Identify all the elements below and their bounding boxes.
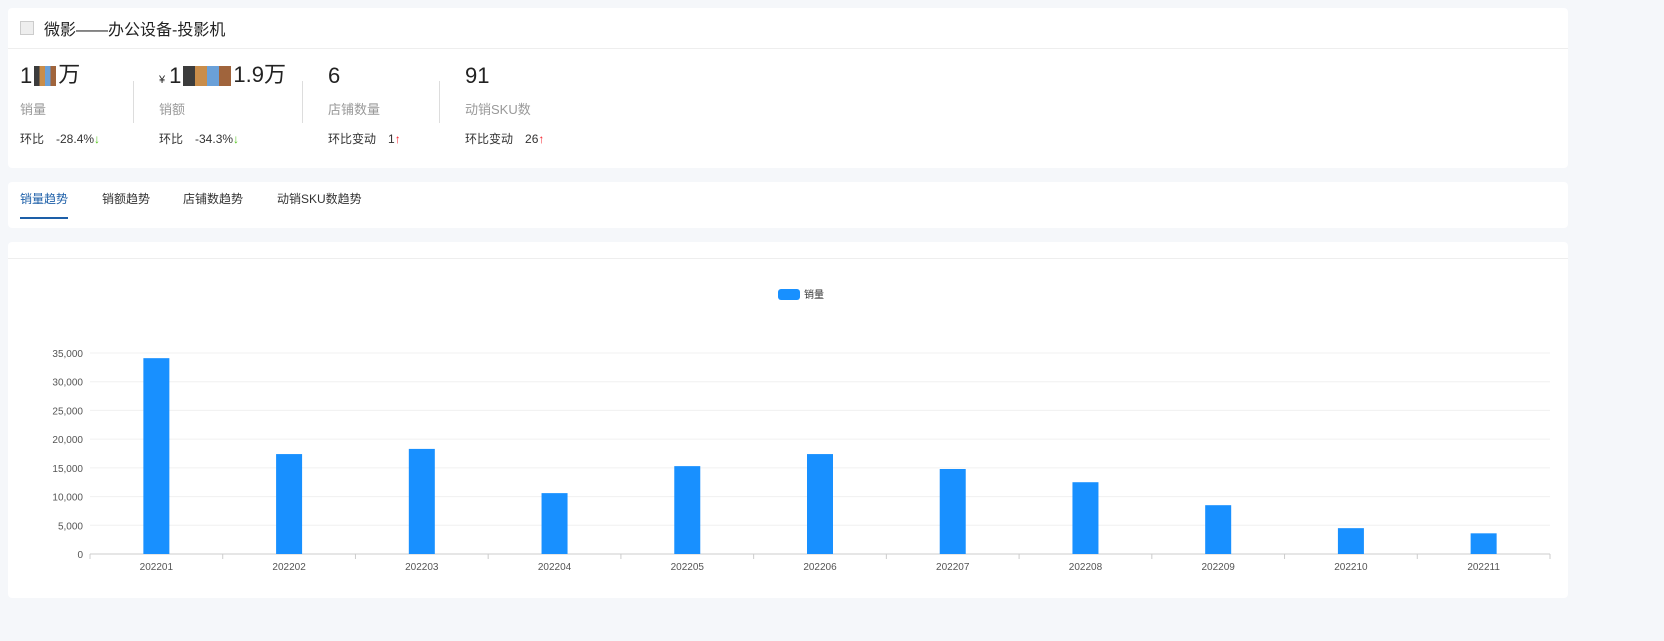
- y-tick-label: 10,000: [52, 493, 83, 504]
- kpi-change: 1: [388, 132, 395, 146]
- x-tick-label: 202202: [272, 562, 306, 573]
- tab-store-count-trend[interactable]: 店铺数趋势: [183, 192, 244, 206]
- x-tick-label: 202210: [1334, 562, 1368, 573]
- kpi-value: 1: [20, 63, 33, 88]
- arrow-up-icon: ↑: [394, 132, 401, 146]
- bar: [541, 493, 568, 554]
- y-tick-label: 30,000: [52, 378, 83, 389]
- card-header: 微影——办公设备-投影机: [8, 8, 1568, 49]
- kpi-value: 91: [465, 63, 490, 88]
- kpi-change: -28.4%: [56, 132, 95, 146]
- image-placeholder-icon: [20, 21, 34, 35]
- chart-card: 销量 0 5,000 10,000 15,000 20,000 25,000 30,000 35…: [8, 242, 1568, 598]
- kpi-change-label: 环比变动: [465, 132, 514, 146]
- x-tick-label: 202203: [405, 562, 439, 573]
- y-tick-label: 20,000: [52, 435, 83, 446]
- bar: [939, 469, 966, 554]
- kpi-value: 1: [169, 63, 182, 88]
- bar: [807, 454, 833, 554]
- divider: [302, 81, 303, 123]
- kpi-label: 店铺数量: [328, 102, 381, 117]
- tab-sku-count-trend[interactable]: 动销SKU数趋势: [277, 192, 362, 206]
- kpi-change-label: 环比变动: [328, 132, 377, 146]
- bar: [276, 454, 303, 554]
- kpi-value-unit: 万: [58, 62, 81, 87]
- kpi-value-unit: 1.9万: [233, 62, 286, 87]
- kpi-change-label: 环比: [159, 132, 184, 146]
- bar: [1337, 528, 1364, 554]
- bar: [408, 448, 435, 554]
- tab-sales-volume-trend[interactable]: 销量趋势: [20, 190, 69, 219]
- kpi-label: 动销SKU数: [465, 102, 531, 117]
- arrow-down-icon: ↓: [233, 132, 240, 146]
- legend-label: 销量: [804, 288, 824, 301]
- kpi-change-label: 环比: [20, 132, 45, 146]
- bar: [1072, 482, 1099, 554]
- y-tick-label: 15,000: [52, 464, 83, 475]
- x-tick-label: 202207: [936, 562, 970, 573]
- divider: [133, 81, 134, 123]
- arrow-down-icon: ↓: [94, 132, 101, 146]
- currency-symbol: ¥: [159, 74, 166, 86]
- kpi-change: -34.3%: [195, 132, 234, 146]
- x-tick-label: 202206: [803, 562, 837, 573]
- y-tick-label: 0: [77, 550, 83, 561]
- y-tick-label: 5,000: [58, 521, 83, 532]
- kpi-store-count: 6 店铺数量 环比变动 1↑: [328, 59, 401, 147]
- bar: [1470, 533, 1497, 554]
- kpi-sales-amount: ¥1 1.9万 销额 环比 -34.3%↓: [159, 59, 286, 147]
- x-tick-label: 202205: [671, 562, 705, 573]
- arrow-up-icon: ↑: [538, 132, 545, 146]
- x-tick-label: 202201: [140, 562, 174, 573]
- y-tick-label: 35,000: [52, 349, 83, 360]
- bar: [1205, 505, 1232, 554]
- tab-bar: 销量趋势 销额趋势 店铺数趋势 动销SKU数趋势: [8, 182, 1568, 228]
- divider: [8, 258, 1568, 259]
- kpi-value: 6: [328, 63, 341, 88]
- divider: [439, 81, 440, 123]
- y-tick-label: 25,000: [52, 406, 83, 417]
- bar-chart: 销量 0 5,000 10,000 15,000 20,000 25,000 30,000 35…: [52, 288, 1551, 573]
- x-tick-label: 202209: [1201, 562, 1235, 573]
- legend-swatch: [778, 289, 800, 300]
- page-title: 微影——办公设备-投影机: [44, 22, 226, 39]
- tab-sales-amount-trend[interactable]: 销额趋势: [102, 192, 151, 206]
- x-tick-label: 202211: [1467, 562, 1500, 573]
- kpi-sku-count: 91 动销SKU数 环比变动 26↑: [465, 59, 544, 147]
- obscured-value: [183, 66, 232, 86]
- x-tick-label: 202208: [1069, 562, 1103, 573]
- kpi-label: 销量: [20, 102, 47, 117]
- bar: [143, 358, 170, 554]
- x-tick-label: 202204: [538, 562, 572, 573]
- bar: [674, 466, 701, 554]
- obscured-value: [34, 66, 57, 86]
- kpi-label: 销额: [159, 102, 186, 117]
- kpi-change: 26: [525, 132, 539, 146]
